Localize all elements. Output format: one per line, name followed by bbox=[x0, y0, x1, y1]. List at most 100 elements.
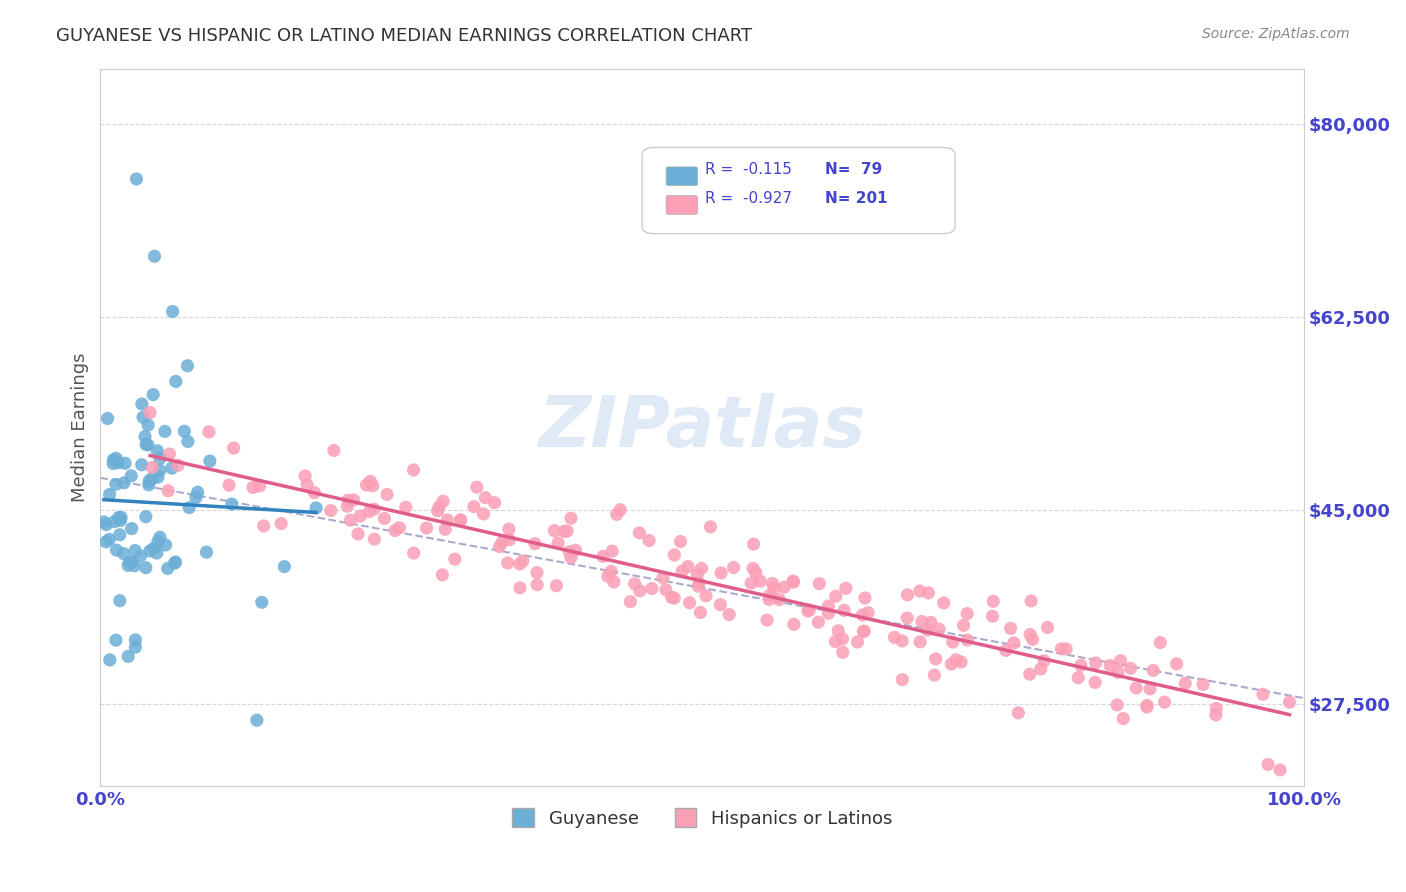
Point bbox=[101, 457, 124, 471]
Point bbox=[444, 552, 467, 566]
Point bbox=[1018, 667, 1040, 681]
Point bbox=[349, 509, 371, 524]
Point bbox=[1149, 635, 1171, 649]
Point bbox=[956, 607, 979, 621]
Point bbox=[509, 581, 531, 595]
Point bbox=[176, 359, 198, 373]
Point bbox=[782, 575, 804, 590]
Point bbox=[1084, 656, 1107, 670]
Point bbox=[1268, 763, 1291, 777]
Point bbox=[745, 566, 768, 580]
Point bbox=[1002, 636, 1025, 650]
Point bbox=[149, 463, 172, 477]
Point bbox=[198, 425, 221, 439]
Point bbox=[94, 534, 117, 549]
Point bbox=[488, 540, 510, 554]
Point bbox=[689, 606, 711, 620]
Point bbox=[120, 468, 142, 483]
Point bbox=[136, 418, 159, 433]
Point bbox=[114, 456, 136, 470]
Point bbox=[450, 513, 472, 527]
Point bbox=[270, 516, 292, 531]
Point bbox=[807, 615, 830, 630]
Point bbox=[124, 632, 146, 647]
Point bbox=[1084, 675, 1107, 690]
Point bbox=[592, 549, 614, 564]
Point bbox=[1019, 627, 1042, 641]
Text: N=  79: N= 79 bbox=[825, 162, 883, 178]
Point bbox=[384, 524, 406, 538]
Point bbox=[1050, 641, 1073, 656]
Point bbox=[218, 478, 240, 492]
Point bbox=[669, 534, 692, 549]
Point bbox=[638, 533, 661, 548]
Point bbox=[163, 556, 186, 570]
Point bbox=[484, 496, 506, 510]
Point bbox=[146, 443, 169, 458]
Point bbox=[107, 456, 129, 470]
Point bbox=[808, 576, 831, 591]
Point bbox=[242, 480, 264, 494]
Point bbox=[295, 477, 318, 491]
Point bbox=[1153, 695, 1175, 709]
Point bbox=[763, 581, 786, 595]
Point bbox=[596, 569, 619, 583]
Point bbox=[555, 524, 578, 538]
Y-axis label: Median Earnings: Median Earnings bbox=[72, 352, 89, 502]
Point bbox=[891, 673, 914, 687]
Point bbox=[1029, 662, 1052, 676]
Point bbox=[740, 576, 762, 591]
Point bbox=[142, 541, 165, 556]
Point bbox=[742, 537, 765, 551]
Point bbox=[149, 451, 172, 466]
Point bbox=[250, 595, 273, 609]
Point bbox=[138, 478, 160, 492]
Point bbox=[97, 411, 120, 425]
Point bbox=[773, 580, 796, 594]
Point bbox=[222, 441, 245, 455]
Point bbox=[603, 574, 626, 589]
Point bbox=[465, 480, 488, 494]
FancyBboxPatch shape bbox=[666, 167, 697, 186]
Point bbox=[434, 522, 457, 536]
Point bbox=[1033, 654, 1056, 668]
Point bbox=[117, 649, 139, 664]
Point bbox=[135, 509, 157, 524]
Text: R =  -0.115: R = -0.115 bbox=[704, 162, 792, 178]
Point bbox=[165, 375, 187, 389]
Point bbox=[761, 576, 783, 591]
Point bbox=[343, 493, 366, 508]
Point bbox=[373, 511, 395, 525]
Point bbox=[664, 548, 686, 562]
Point bbox=[125, 172, 148, 186]
Point bbox=[1109, 654, 1132, 668]
Point bbox=[688, 579, 710, 593]
Point bbox=[319, 503, 342, 517]
Point bbox=[852, 624, 875, 639]
Point bbox=[149, 530, 172, 544]
Point bbox=[994, 643, 1017, 657]
Point bbox=[304, 485, 326, 500]
Point bbox=[628, 583, 651, 598]
Point bbox=[294, 469, 316, 483]
Legend: Guyanese, Hispanics or Latinos: Guyanese, Hispanics or Latinos bbox=[505, 801, 900, 835]
Point bbox=[146, 534, 169, 549]
Text: N= 201: N= 201 bbox=[825, 191, 887, 206]
Point bbox=[463, 500, 485, 514]
Point bbox=[1119, 661, 1142, 675]
Point bbox=[981, 594, 1004, 608]
Point bbox=[1054, 641, 1077, 656]
Point bbox=[699, 520, 721, 534]
Point bbox=[920, 615, 942, 630]
Point bbox=[941, 657, 963, 672]
Point bbox=[723, 560, 745, 574]
Point bbox=[1099, 658, 1122, 673]
Point bbox=[221, 497, 243, 511]
Point bbox=[1007, 706, 1029, 720]
Point bbox=[105, 543, 128, 558]
Point bbox=[891, 634, 914, 648]
Point bbox=[139, 405, 162, 419]
Point bbox=[1174, 676, 1197, 690]
Point bbox=[718, 607, 741, 622]
Text: GUYANESE VS HISPANIC OR LATINO MEDIAN EARNINGS CORRELATION CHART: GUYANESE VS HISPANIC OR LATINO MEDIAN EA… bbox=[56, 27, 752, 45]
